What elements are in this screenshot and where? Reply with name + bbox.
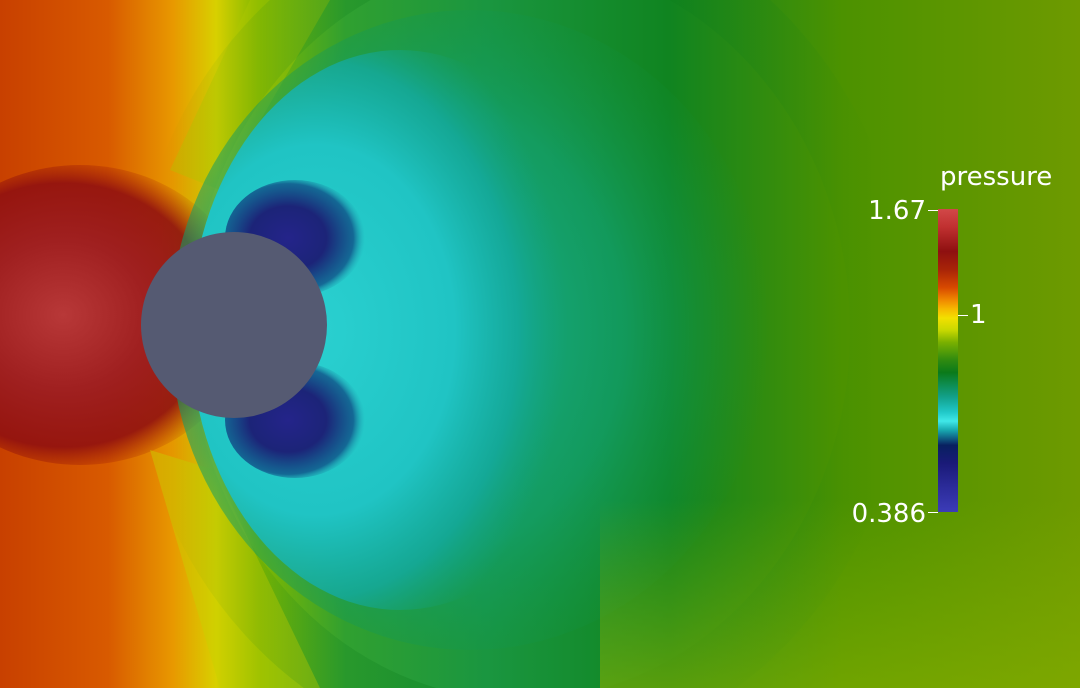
colorbar-min-label: 0.386 [851,499,926,529]
colorbar-tick-max [928,210,938,211]
colorbar-tick-min [928,512,938,513]
colorbar-title: pressure [940,162,1053,192]
colorbar-mid-label: 1 [970,300,987,330]
colorbar [938,209,958,512]
colorbar-tick-mid [958,315,968,316]
cylinder-obstacle [141,232,327,418]
colorbar-max-label: 1.67 [868,196,926,226]
far-field-tint [600,500,1080,688]
